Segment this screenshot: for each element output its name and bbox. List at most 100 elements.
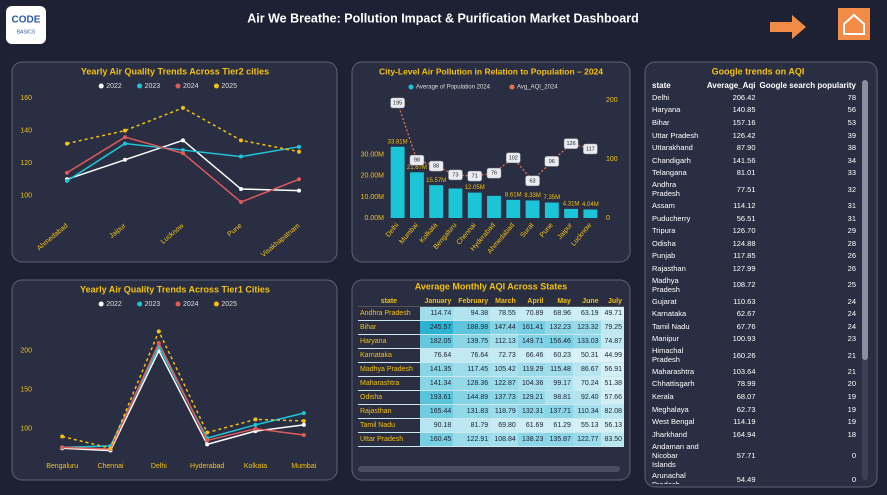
table-cell: 54.49 [736,475,756,484]
table-cell: Maharashtra [358,376,420,391]
column-header: state [358,297,420,307]
data-point [297,144,301,149]
monthly-table: state January February March April May June Jul… [358,297,624,462]
table-cell: 124.88 [732,238,756,248]
legend-label: 2024 [183,301,199,308]
table-cell: 76.64 [419,348,454,363]
table-cell: 19 [847,417,856,427]
data-label-box [409,154,425,166]
table: state Average_Aqi Google search popularity… [650,80,858,484]
table-cell: 87.90 [736,143,756,153]
table-title: Google trends on AQI [712,66,805,76]
table-cell: 144.89 [453,390,491,405]
table-cell: 118.79 [490,404,518,419]
table-row: Maharashtra 103.64 21 [650,365,858,378]
data-label: 4.31M [563,201,580,207]
table-cell: West Bengal [652,417,695,427]
data-label: 126 [566,141,575,147]
y-tick-label: 10.00M [361,194,385,201]
table-cell: 61.29 [545,418,573,433]
table-cell: Puducherry [652,213,691,223]
data-label: 63 [529,178,535,184]
table-row: Gujarat 110.63 24 [650,295,858,308]
legend-label: 2022 [106,83,122,90]
table-cell: 103.64 [732,366,756,376]
table-cell: 56.91 [600,362,624,377]
data-label: 102 [509,155,518,161]
data-point [297,188,301,193]
table-cell: 137.71 [545,404,573,419]
table-row: Bihar 157.16 53 [650,116,858,129]
data-point [301,432,306,437]
home-button[interactable] [838,8,870,40]
data-label-box [525,175,540,187]
data-point [181,151,185,156]
table-cell: 141.34 [419,376,454,391]
logo-text: CODE [12,15,41,26]
x-tick-label: Hyderabad [190,463,224,470]
panel [644,61,878,488]
table-cell: 98.81 [545,390,573,405]
data-label-box [583,143,598,155]
table-cell: 38 [847,143,856,153]
legend-marker [137,301,143,307]
table-cell: 68.07 [736,392,756,402]
table-cell: 161.41 [517,320,546,335]
y-tick-label: 100 [20,426,32,433]
home-button-bg[interactable] [838,8,870,40]
column-header: state [652,81,671,90]
data-point [123,128,127,133]
table-cell: 79.25 [600,320,624,335]
column-header: July [600,297,624,307]
data-label: 195 [393,100,402,106]
table-cell: 23 [847,334,856,344]
legend-label: 2023 [145,301,161,308]
table-cell: 157.16 [732,117,756,127]
data-point [156,329,161,334]
table-cell: 104.36 [517,376,546,391]
legend-marker [137,83,143,89]
table-cell: 127.99 [732,263,756,273]
data-point [253,426,258,431]
home-icon [843,13,865,35]
table-cell: 0 [851,450,856,460]
table-cell: 21 [847,366,856,376]
table-cell: 0 [851,475,856,484]
table-cell: 129.21 [517,390,546,405]
table-row: West Bengal 114.19 19 [650,415,858,428]
table-cell: 78.55 [490,306,518,321]
table-cell: 68.96 [545,306,573,321]
data-label: 98 [414,158,420,164]
table-cell: 18 [847,429,856,439]
table-row: Manipur 100.93 23 [650,333,858,346]
table-row: Chhattisgarh 78.99 20 [650,378,858,391]
table-row: Meghalaya 62.73 19 [650,403,858,416]
table-row: Odisha 193.61 144.89 137.73 129.21 98.81 92.40… [358,390,624,405]
table-cell: 114.19 [733,417,756,427]
table-cell: Arunachal Pradesh [652,470,686,484]
table-row: Karnataka 76.64 76.64 72.73 66.46 60.23 50.31 4… [358,348,624,363]
data-point [181,138,185,143]
table-cell: 133.03 [572,334,601,349]
table-cell: 56.51 [736,213,756,223]
table-cell: 82.08 [600,404,624,419]
data-label: 117 [586,146,595,152]
table-row: Madhya Pradesh 141.35 117.45 105.42 119.29 11… [358,362,624,377]
table-cell: Maharashtra [652,366,695,376]
table-row: Assam 114.12 31 [650,199,858,212]
data-point [253,422,258,427]
scrollbar-horizontal[interactable] [358,466,620,472]
data-label-box [486,167,502,179]
table-cell: Bihar [358,320,420,335]
table-row: Uttar Pradesh 160.45 122.91 108.84 138.23 135… [358,432,624,447]
table-cell: 160.45 [419,432,454,447]
data-point [65,170,69,175]
table-cell: 122.77 [572,432,601,447]
table-cell: Haryana [652,105,681,115]
y-tick-label: 200 [20,348,32,355]
column-header: Google search popularity [759,81,856,90]
scrollbar-thumb[interactable] [862,80,868,360]
table-cell: 44.99 [600,348,624,363]
table-cell: 56.13 [600,418,624,433]
x-tick-label: Mumbai [291,463,316,470]
